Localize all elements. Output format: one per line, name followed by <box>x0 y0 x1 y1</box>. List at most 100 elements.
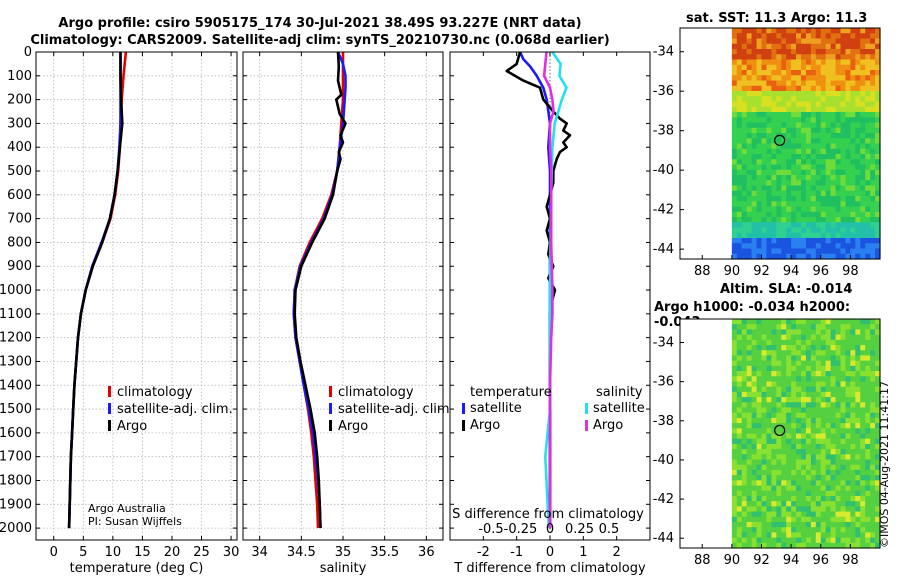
sla-map-cell <box>796 527 802 533</box>
sst-map-cell <box>761 222 768 229</box>
sst-map-cell <box>751 85 758 92</box>
sst-map-cell <box>860 180 866 187</box>
sla-map-cell <box>860 407 866 414</box>
sla-map-cell <box>855 428 861 435</box>
sla-map-cell <box>751 319 758 325</box>
sst-map-cell <box>796 169 802 176</box>
sst-map-cell <box>766 143 772 150</box>
sla-map-cell <box>835 423 842 429</box>
sst-map-cell <box>850 243 856 250</box>
salinity-xtick-label: 36 <box>418 545 435 560</box>
sla-map-cell <box>875 376 881 383</box>
sst-map-cell <box>756 33 763 40</box>
sst-map-cell <box>855 28 861 34</box>
sla-map-cell <box>855 516 861 523</box>
sla-map-cell <box>825 397 832 403</box>
sla-map-cell <box>751 339 758 346</box>
sst-map-cell <box>875 64 881 71</box>
sla-map-cell <box>820 454 827 461</box>
diff-legend-swatch <box>585 403 588 414</box>
sst-map-cell <box>771 253 777 260</box>
sst-map-cell <box>820 43 827 50</box>
sst-map-cell <box>820 49 827 55</box>
sst-map-cell <box>845 91 851 97</box>
sla-map-cell <box>820 407 827 414</box>
sla-map-cell <box>870 542 876 549</box>
sla-map-cell <box>810 319 817 325</box>
sla-map-cell <box>786 433 792 440</box>
sst-map-cell <box>875 175 881 181</box>
sst-map-cell <box>786 227 792 234</box>
sla-map-cell <box>791 407 797 414</box>
sst-map-cell <box>850 91 856 97</box>
sst-map-cell <box>736 112 743 118</box>
sla-map-cell <box>815 464 822 471</box>
sla-map-cell <box>751 329 758 336</box>
sla-map-cell <box>860 516 866 523</box>
sst-map-cell <box>805 201 812 208</box>
sla-map-cell <box>810 501 817 507</box>
sst-map-cell <box>791 180 797 187</box>
sst-map-cell <box>746 85 753 92</box>
salinity-diff-tick-label: 0.5 <box>599 522 620 537</box>
sst-map-cell <box>741 70 748 76</box>
sst-map-cell <box>736 238 743 244</box>
sst-map-cell <box>850 117 856 124</box>
sst-map-cell <box>736 196 743 202</box>
sla-map-cell <box>751 511 758 518</box>
sla-map-cell <box>791 485 797 492</box>
sla-map-cell <box>810 475 817 481</box>
sst-map-cell <box>815 238 822 244</box>
sla-map-cell <box>766 402 772 409</box>
sla-map-cell <box>771 360 777 367</box>
sla-map-cell <box>820 511 827 518</box>
sla-map-cell <box>731 345 738 351</box>
sla-map-cell <box>840 407 847 414</box>
sla-map-cell <box>875 397 881 403</box>
sst-map-cell <box>820 143 827 150</box>
sst-map-cell <box>850 253 856 260</box>
differences-frame <box>449 51 651 541</box>
sla-map-cell <box>815 376 822 383</box>
sla-map-cell <box>791 501 797 507</box>
sst-map-cell <box>796 133 802 139</box>
sst-map-cell <box>741 222 748 229</box>
sst-map-cell <box>850 169 856 176</box>
sla-map-cell <box>845 412 851 419</box>
sst-map-cell <box>860 80 866 87</box>
sla-map-cell <box>820 485 827 492</box>
sla-map-cell <box>840 339 847 346</box>
sla-map-cell <box>830 376 837 383</box>
sst-map-cell <box>815 159 822 166</box>
sla-map-cell <box>776 376 782 383</box>
sla-map-cell <box>791 511 797 518</box>
sst-map-cell <box>855 143 861 150</box>
sla-map-cell <box>756 350 763 357</box>
sst-map-cell <box>855 159 861 166</box>
sst-map-cell <box>825 75 832 82</box>
sst-map-cell <box>751 101 758 108</box>
sla-map-cell <box>855 506 861 513</box>
sst-map-cell <box>731 243 738 250</box>
sla-map-cell <box>766 537 772 544</box>
sst-map-cell <box>870 185 876 192</box>
sst-map-cell <box>835 185 842 192</box>
sla-map-cell <box>800 511 807 518</box>
sst-map-cell <box>860 91 866 97</box>
sla-map-cell <box>766 532 772 539</box>
sst-map-cell <box>796 106 802 113</box>
sla-map-cell <box>781 417 787 424</box>
sst-map-cell <box>825 196 832 202</box>
sla-map-cell <box>870 480 876 487</box>
sla-map-cell <box>781 345 787 351</box>
sst-map-cell <box>800 91 807 97</box>
sst-map-cell <box>850 59 856 66</box>
sst-map-cell <box>800 180 807 187</box>
sst-map-cell <box>855 206 861 213</box>
sla-map-cell <box>870 355 876 362</box>
sst-map-cell <box>776 180 782 187</box>
sst-map-cell <box>820 112 827 118</box>
sst-map-cell <box>791 54 797 61</box>
sst-map-cell <box>746 154 753 160</box>
sst-map-cell <box>786 38 792 45</box>
